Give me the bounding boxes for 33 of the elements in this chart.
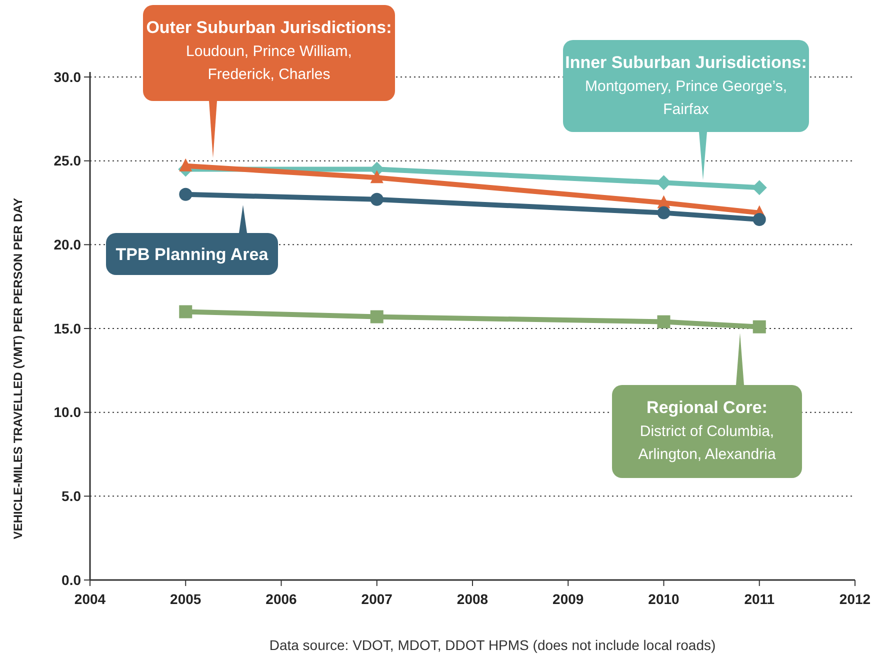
y-tick-label: 10.0 (54, 404, 82, 420)
point (179, 305, 192, 318)
y-tick-label: 15.0 (54, 320, 82, 336)
y-tick-label: 20.0 (54, 236, 82, 253)
text: Outer Suburban Jurisdictions: Loudoun, Prince William, Frederick, Charles (146, 18, 392, 83)
x-tick-label: 2009 (552, 591, 584, 607)
text: Inner Suburban Jurisdictions: Montgomery, Prince George’s, Fairfax (565, 53, 807, 118)
text: Regional Core: District of Columbia, Arlington, Alexandria (638, 398, 776, 463)
point (657, 206, 670, 220)
x-tick-label: 2007 (361, 591, 393, 607)
point (752, 180, 767, 196)
point (179, 188, 192, 201)
point (179, 158, 192, 172)
x-tick-label: 2012 (839, 591, 871, 607)
x-tick-label: 2011 (744, 591, 775, 607)
source-note: Data source: VDOT, MDOT, DDOT HPMS (does not include local roads) (269, 637, 716, 653)
x-tick-label: 2006 (266, 591, 298, 607)
x-tick-label: 2005 (170, 591, 202, 607)
y-tick-label: 30.0 (54, 68, 82, 85)
x-tick-label: 2004 (74, 591, 106, 607)
y-axis-title: VEHICLE-MILES TRAVELLED (VMT) PER PERSON PER DAY (11, 198, 25, 540)
point (370, 192, 384, 206)
y-tick-label: 0.0 (62, 572, 82, 588)
x-tick-label: 2008 (456, 591, 488, 607)
legend-label: TPB Planning Area (116, 245, 269, 264)
point (752, 213, 766, 226)
point (370, 310, 384, 324)
point (370, 170, 384, 184)
y-tick-label: 5.0 (62, 488, 82, 504)
point (752, 320, 766, 334)
point (657, 315, 670, 328)
y-tick-label: 25.0 (54, 152, 82, 169)
x-tick-label: 2010 (648, 591, 680, 607)
